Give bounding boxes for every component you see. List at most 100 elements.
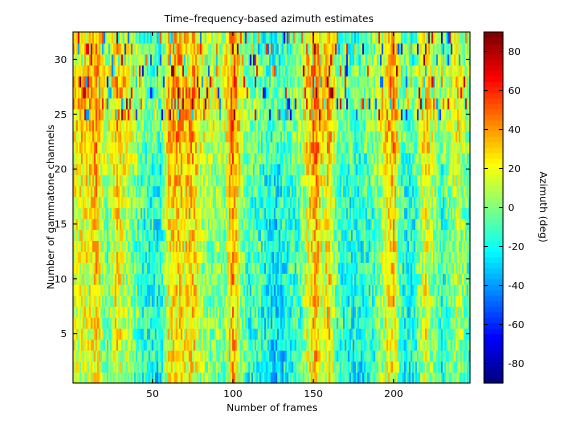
heatmap-cell xyxy=(185,339,188,351)
heatmap-cell xyxy=(132,163,135,176)
heatmap-cell xyxy=(208,42,211,55)
heatmap-cell xyxy=(108,284,111,296)
heatmap-cell xyxy=(236,317,240,329)
heatmap-cell xyxy=(127,86,130,99)
heatmap-cell xyxy=(204,174,208,187)
heatmap-cell xyxy=(280,152,283,165)
heatmap-cell xyxy=(222,361,225,373)
heatmap-cell xyxy=(309,141,312,154)
heatmap-cell xyxy=(248,361,251,373)
heatmap-cell xyxy=(273,240,277,252)
heatmap-cell xyxy=(93,262,97,274)
heatmap-cell xyxy=(140,163,143,176)
heatmap-cell xyxy=(177,262,180,274)
heatmap-cell xyxy=(246,119,249,132)
heatmap-cell xyxy=(235,240,238,252)
heatmap-cell xyxy=(108,229,111,242)
heatmap-cell xyxy=(224,328,227,340)
heatmap-cell xyxy=(129,196,132,209)
heatmap-cell xyxy=(163,163,166,176)
heatmap-cell xyxy=(224,75,227,88)
heatmap-cell xyxy=(124,361,127,373)
heatmap-cell xyxy=(106,328,109,340)
heatmap-cell xyxy=(265,218,269,231)
heatmap-cell xyxy=(222,64,225,77)
heatmap-cell xyxy=(156,229,159,242)
heatmap-cell xyxy=(93,141,97,154)
heatmap-cell xyxy=(142,97,145,110)
heatmap-cell xyxy=(148,262,151,274)
heatmap-cell xyxy=(151,141,154,154)
heatmap-cell xyxy=(298,130,301,143)
heatmap-cell xyxy=(106,32,109,44)
heatmap-cell xyxy=(124,141,127,154)
heatmap-cell xyxy=(211,86,214,99)
heatmap-cell xyxy=(306,273,309,285)
heatmap-cell xyxy=(299,196,302,209)
heatmap-cell xyxy=(293,284,296,296)
heatmap-cell xyxy=(272,350,275,362)
heatmap-cell xyxy=(306,141,309,154)
heatmap-cell xyxy=(126,273,129,285)
heatmap-cell xyxy=(97,207,100,220)
heatmap-cell xyxy=(130,174,134,187)
heatmap-cell xyxy=(283,130,286,143)
heatmap-cell xyxy=(214,284,217,296)
heatmap-cell xyxy=(105,75,108,88)
heatmap-cell xyxy=(314,163,317,176)
heatmap-cell xyxy=(265,42,269,55)
heatmap-cell xyxy=(84,196,87,209)
heatmap-cell xyxy=(77,339,81,351)
heatmap-cell xyxy=(318,361,322,373)
heatmap-cell xyxy=(171,240,174,252)
heatmap-cell xyxy=(219,64,222,77)
heatmap-cell xyxy=(278,196,281,209)
heatmap-cell xyxy=(273,141,277,154)
heatmap-cell xyxy=(206,361,209,373)
heatmap-cell xyxy=(193,97,196,110)
heatmap-cell xyxy=(159,53,162,66)
heatmap-cell xyxy=(93,152,97,165)
heatmap-cell xyxy=(312,53,315,66)
heatmap-cell xyxy=(121,32,124,44)
heatmap-cell xyxy=(185,174,188,187)
heatmap-cell xyxy=(240,306,243,318)
heatmap-cell xyxy=(254,328,257,340)
heatmap-cell xyxy=(92,53,95,66)
heatmap-cell xyxy=(82,53,85,66)
heatmap-cell xyxy=(161,306,164,318)
heatmap-cell xyxy=(122,152,126,165)
heatmap-cell xyxy=(140,361,143,373)
heatmap-cell xyxy=(275,295,278,307)
heatmap-cell xyxy=(156,350,159,362)
heatmap-cell xyxy=(185,240,188,252)
heatmap-cell xyxy=(81,306,84,318)
heatmap-cell xyxy=(301,207,304,220)
heatmap-cell xyxy=(254,361,257,373)
heatmap-cell xyxy=(105,240,108,252)
heatmap-cell xyxy=(212,42,216,55)
heatmap-cell xyxy=(254,350,257,362)
heatmap-cell xyxy=(235,207,238,220)
heatmap-cell xyxy=(97,273,100,285)
heatmap-cell xyxy=(143,119,146,132)
heatmap-cell xyxy=(90,328,93,340)
heatmap-cell xyxy=(275,372,278,384)
heatmap-cell xyxy=(171,141,174,154)
heatmap-cell xyxy=(127,174,130,187)
heatmap-cell xyxy=(220,317,224,329)
heatmap-cell xyxy=(288,207,291,220)
heatmap-cell xyxy=(172,152,175,165)
heatmap-cell xyxy=(294,53,298,66)
heatmap-cell xyxy=(153,152,156,165)
heatmap-cell xyxy=(90,240,93,252)
heatmap-cell xyxy=(320,317,323,329)
heatmap-cell xyxy=(90,361,93,373)
heatmap-cell xyxy=(142,328,145,340)
heatmap-cell xyxy=(272,174,275,187)
heatmap-cell xyxy=(124,42,127,55)
heatmap-cell xyxy=(283,328,286,340)
heatmap-cell xyxy=(212,328,216,340)
heatmap-cell xyxy=(172,32,175,44)
heatmap-cell xyxy=(145,97,148,110)
